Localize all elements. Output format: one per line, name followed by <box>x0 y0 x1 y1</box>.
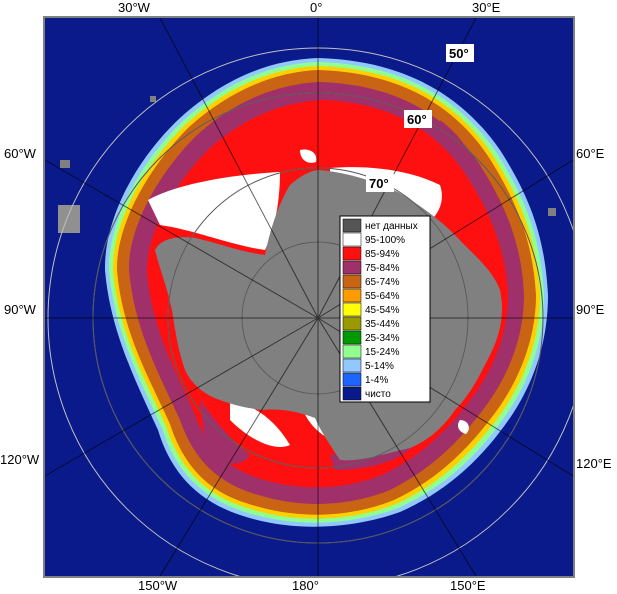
legend-label: нет данных <box>365 221 418 232</box>
lon-label-150e: 150°E <box>450 578 486 593</box>
land-speck <box>58 205 80 233</box>
ice-95-100 <box>300 149 317 163</box>
lon-label-150w: 150°W <box>138 578 178 593</box>
lon-label-30w: 30°W <box>118 0 151 15</box>
legend-label: 55-64% <box>365 291 400 302</box>
legend-swatch <box>342 372 362 387</box>
lon-label-30e: 30°E <box>472 0 501 15</box>
lat-label-box-50 <box>446 44 474 62</box>
legend-label: чисто <box>365 389 391 400</box>
lat-label-box-70 <box>366 174 394 192</box>
legend-label: 5-14% <box>365 361 394 372</box>
legend-swatch <box>342 316 362 331</box>
legend-label: 65-74% <box>365 277 400 288</box>
legend-swatch <box>342 344 362 359</box>
lon-label-90e: 90°E <box>576 302 605 317</box>
legend-swatch <box>342 330 362 345</box>
legend-label: 95-100% <box>365 235 405 246</box>
legend-label: 1-4% <box>365 375 388 386</box>
legend-label: 45-54% <box>365 305 400 316</box>
ice-95-100 <box>230 400 290 448</box>
legend-swatch <box>342 218 362 233</box>
lon-label-120e: 120°E <box>576 456 612 471</box>
lat-label-60: 60° <box>407 112 427 127</box>
ice-patch-75-84 <box>200 400 250 464</box>
lon-label-0: 0° <box>310 0 322 15</box>
ice-95-100 <box>148 172 280 250</box>
lat-label-70: 70° <box>369 176 389 191</box>
lon-label-180: 180° <box>292 578 319 593</box>
ice-patch-75-84 <box>440 120 470 165</box>
legend-swatch <box>342 386 362 401</box>
land-speck <box>150 96 156 102</box>
land-speck <box>548 208 556 216</box>
lon-label-60e: 60°E <box>576 146 605 161</box>
ice-95-100 <box>458 420 469 434</box>
lon-label-60w: 60°W <box>4 146 37 161</box>
legend-swatch <box>342 358 362 373</box>
lat-label-box-60 <box>404 110 432 128</box>
legend-label: 35-44% <box>365 319 400 330</box>
legend: нет данных 95-100% 85-94% 75-84% 65-74% 55-64… <box>339 215 431 403</box>
lon-label-90w: 90°W <box>4 302 37 317</box>
legend-label: 15-24% <box>365 347 400 358</box>
lat-label-50: 50° <box>449 46 469 61</box>
legend-swatch <box>342 302 362 317</box>
legend-label: 85-94% <box>365 249 400 260</box>
legend-swatch <box>342 288 362 303</box>
legend-swatch <box>342 274 362 289</box>
lon-label-120w: 120°W <box>0 452 40 467</box>
legend-swatch <box>342 246 362 261</box>
legend-swatch <box>342 260 362 275</box>
legend-swatch <box>342 232 362 247</box>
land-speck <box>60 160 70 168</box>
legend-label: 25-34% <box>365 333 400 344</box>
legend-label: 75-84% <box>365 263 400 274</box>
